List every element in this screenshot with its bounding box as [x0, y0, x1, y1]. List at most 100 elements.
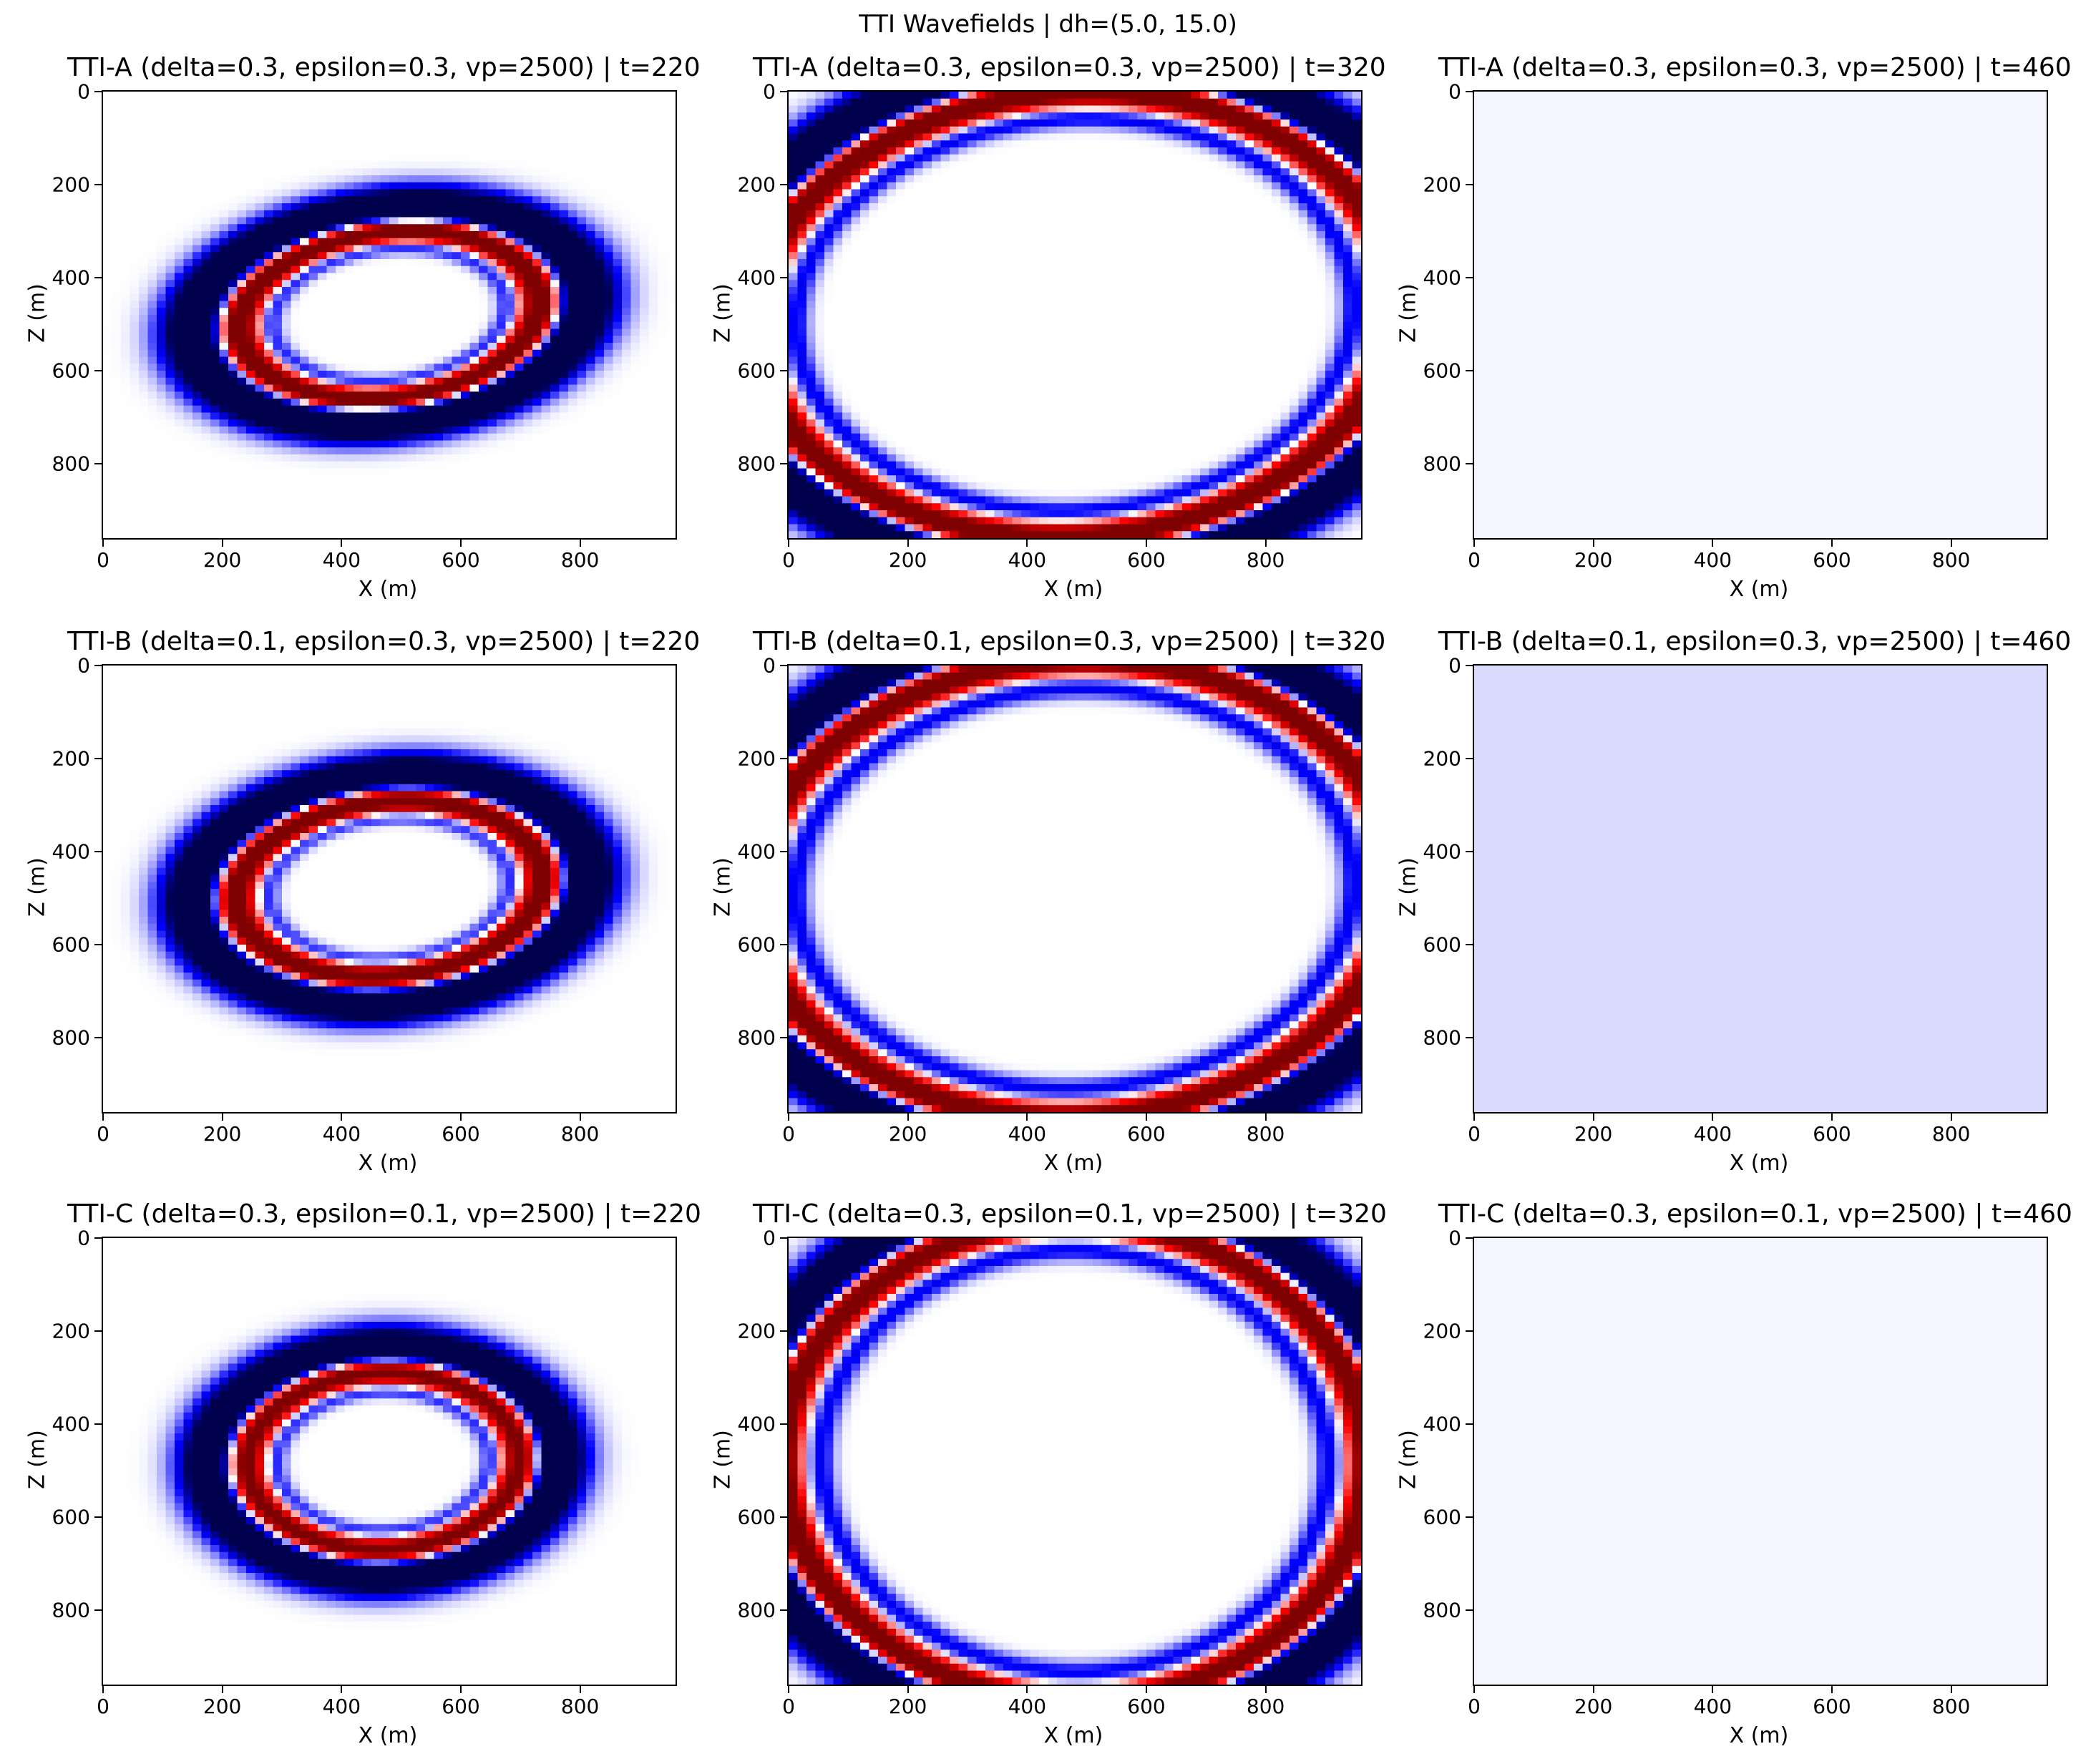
heatmap-cell	[147, 203, 157, 211]
heatmap-cell	[577, 336, 587, 343]
heatmap-cell	[985, 161, 995, 169]
heatmap-cell	[273, 308, 283, 316]
heatmap-cell	[273, 364, 283, 371]
heatmap-cell	[308, 126, 318, 135]
heatmap-cell	[586, 189, 596, 197]
heatmap-cell	[443, 328, 453, 336]
heatmap-cell	[532, 482, 542, 490]
heatmap-cell	[121, 489, 131, 497]
heatmap-cell	[658, 224, 668, 232]
heatmap-cell	[806, 161, 817, 169]
heatmap-cell	[380, 391, 390, 399]
heatmap-cell	[201, 489, 211, 497]
heatmap-cell	[550, 321, 560, 330]
heatmap-cell	[887, 98, 897, 107]
heatmap-cell	[308, 503, 318, 511]
heatmap-cell	[586, 489, 596, 497]
heatmap-cell	[300, 336, 310, 343]
heatmap-cell	[201, 447, 211, 455]
heatmap-cell	[613, 196, 623, 204]
heatmap-cell	[362, 287, 372, 295]
heatmap-cell	[1236, 120, 1246, 127]
heatmap-cell	[282, 196, 292, 204]
heatmap-cell	[308, 231, 318, 239]
heatmap-cell	[398, 371, 408, 379]
heatmap-cell	[595, 336, 605, 343]
heatmap-cell	[648, 531, 658, 538]
heatmap-cell	[139, 524, 149, 532]
heatmap-cell	[362, 224, 372, 232]
heatmap-cell	[183, 496, 193, 504]
heatmap-cell	[425, 328, 435, 336]
heatmap-cell	[1111, 175, 1121, 183]
heatmap-cell	[1191, 98, 1201, 107]
heatmap-cell	[416, 531, 426, 538]
heatmap-cell	[165, 293, 175, 302]
heatmap-cell	[452, 454, 462, 462]
heatmap-cell	[407, 399, 417, 406]
heatmap-cell	[371, 503, 381, 511]
heatmap-cell	[344, 273, 354, 281]
heatmap-cell	[658, 245, 668, 253]
heatmap-cell	[1325, 126, 1335, 135]
heatmap-cell	[130, 224, 140, 232]
heatmap-cell	[1191, 126, 1201, 135]
heatmap-cell	[237, 301, 247, 308]
heatmap-cell	[487, 343, 497, 351]
heatmap-cell	[487, 427, 497, 434]
heatmap-cell	[1290, 105, 1300, 113]
heatmap-cell	[175, 315, 185, 323]
heatmap-cell	[532, 105, 542, 113]
heatmap-cell	[497, 189, 507, 197]
heatmap-cell	[658, 315, 668, 323]
heatmap-cell	[487, 496, 497, 504]
heatmap-cell	[237, 259, 247, 267]
heatmap-cell	[273, 399, 283, 406]
heatmap-cell	[586, 384, 596, 392]
heatmap-cell	[264, 321, 274, 330]
heatmap-cell	[389, 120, 399, 127]
heatmap-cell	[586, 273, 596, 281]
heatmap-cell	[300, 203, 310, 211]
heatmap-cell	[157, 454, 167, 462]
heatmap-cell	[869, 168, 879, 176]
heatmap-cell	[318, 328, 328, 336]
heatmap-cell	[147, 105, 157, 113]
heatmap-cell	[398, 238, 408, 246]
heatmap-cell	[658, 133, 668, 141]
heatmap-cell	[640, 377, 650, 386]
heatmap-cell	[950, 112, 960, 120]
heatmap-cell	[264, 419, 274, 427]
heatmap-cell	[622, 496, 632, 504]
heatmap-cell	[550, 280, 560, 288]
heatmap-cell	[505, 454, 515, 462]
heatmap-cell	[175, 531, 185, 538]
heatmap-cell	[246, 126, 256, 135]
heatmap-cell	[577, 301, 587, 308]
heatmap-cell	[165, 531, 175, 538]
heatmap-cell	[595, 98, 605, 107]
heatmap-cell	[515, 315, 525, 323]
heatmap-cell	[622, 328, 632, 336]
heatmap-cell	[789, 120, 799, 127]
heatmap-cell	[130, 524, 140, 532]
heatmap-cell	[121, 524, 131, 532]
heatmap-cell	[515, 321, 525, 330]
heatmap-cell	[183, 503, 193, 511]
heatmap-cell	[282, 120, 292, 127]
heatmap-cell	[165, 328, 175, 336]
heatmap-cell	[354, 293, 364, 302]
heatmap-cell	[630, 231, 640, 239]
heatmap-cell	[1290, 161, 1300, 169]
heatmap-cell	[532, 371, 542, 379]
heatmap-cell	[434, 273, 444, 281]
heatmap-cell	[497, 224, 507, 232]
heatmap-cell	[559, 168, 569, 176]
heatmap-cell	[344, 161, 354, 169]
heatmap-cell	[461, 203, 471, 211]
heatmap-cell	[344, 189, 354, 197]
heatmap-cell	[246, 399, 256, 406]
heatmap-cell	[1280, 175, 1290, 183]
heatmap-cell	[505, 321, 515, 330]
heatmap-cell	[497, 391, 507, 399]
